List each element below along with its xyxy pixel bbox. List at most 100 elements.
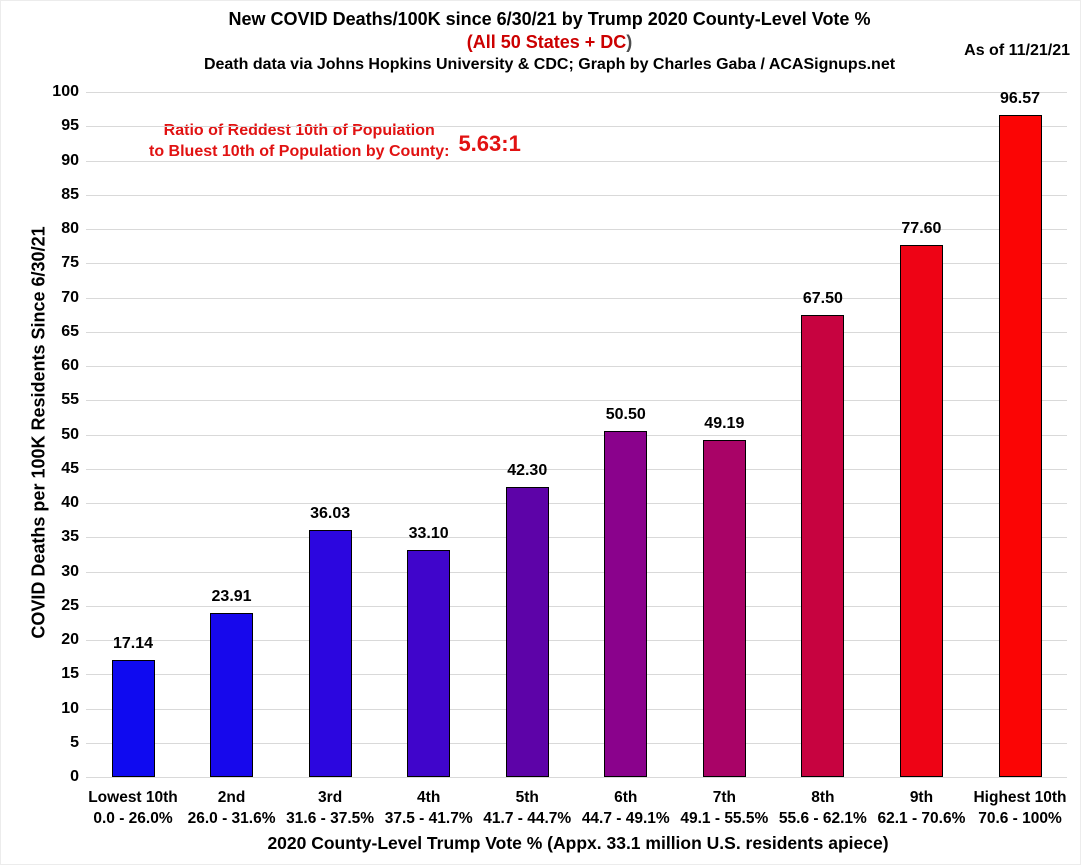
bar-8 — [801, 314, 845, 777]
gridline-y-35 — [86, 537, 1067, 539]
bar-2 — [210, 613, 254, 777]
bar-6 — [604, 431, 648, 777]
ratio-annotation-line2: to Bluest 10th of Population by County: — [149, 143, 450, 160]
gridline-y-50 — [86, 434, 1067, 436]
x-category-range: 62.1 - 70.6% — [877, 810, 966, 827]
x-category-name: 8th — [811, 789, 835, 806]
ratio-value: 5.63:1 — [458, 131, 521, 156]
y-tick-label-15: 15 — [61, 665, 79, 683]
chart-title: New COVID Deaths/100K since 6/30/21 by T… — [228, 9, 871, 29]
gridline-y-75 — [86, 263, 1067, 265]
gridline-y-15 — [86, 674, 1067, 676]
bar-value-label: 23.91 — [211, 588, 252, 606]
y-tick-label-20: 20 — [61, 631, 79, 648]
x-category-label: 7th 49.1 - 55.5% — [654, 787, 794, 829]
x-category-range: 26.0 - 31.6% — [187, 810, 276, 827]
y-tick-label-50: 50 — [61, 425, 79, 443]
bar-10 — [998, 115, 1042, 777]
gridline-y-85 — [86, 194, 1067, 196]
y-tick-label-85: 85 — [61, 185, 79, 203]
x-category-range: 37.5 - 41.7% — [384, 810, 473, 827]
gridline-y-0 — [86, 777, 1067, 778]
x-category-range: 44.7 - 49.1% — [581, 810, 670, 827]
x-category-label: 5th 41.7 - 44.7% — [457, 787, 597, 829]
chart-subtitle: (All 50 States + DC) — [19, 31, 1080, 54]
x-category-label: Lowest 10th 0.0 - 26.0% — [63, 787, 203, 829]
gridline-y-40 — [86, 503, 1067, 504]
bar-value-label: 77.60 — [901, 220, 942, 238]
gridline-y-80 — [86, 229, 1067, 230]
y-tick-label-90: 90 — [61, 151, 79, 169]
bar-value-label: 49.19 — [704, 415, 745, 433]
bar-7 — [702, 440, 746, 777]
bar-3 — [308, 530, 352, 777]
y-tick-label-55: 55 — [61, 391, 79, 409]
y-tick-label-60: 60 — [61, 357, 79, 374]
y-tick-label-10: 10 — [61, 699, 79, 717]
x-category-range: 70.6 - 100% — [978, 810, 1062, 827]
x-category-label: 6th 44.7 - 49.1% — [556, 787, 696, 829]
bar-4 — [407, 550, 451, 777]
x-category-name: 5th — [515, 789, 539, 806]
x-category-name: 9th — [909, 789, 934, 806]
x-category-range: 49.1 - 55.5% — [680, 810, 769, 827]
x-category-label: 4th 37.5 - 41.7% — [359, 787, 499, 829]
bar-value-label: 42.30 — [507, 462, 548, 480]
x-category-range: 0.0 - 26.0% — [93, 810, 173, 827]
x-category-name: 4th — [417, 789, 441, 806]
x-category-name: 7th — [712, 789, 736, 806]
x-category-name: Lowest 10th — [88, 789, 178, 806]
y-tick-label-65: 65 — [61, 322, 79, 340]
gridline-y-55 — [86, 400, 1067, 402]
bar-value-label: 96.57 — [999, 90, 1041, 108]
bar-value-label: 17.14 — [112, 634, 154, 652]
x-category-name: 6th — [614, 789, 638, 806]
y-tick-label-75: 75 — [61, 254, 79, 272]
x-category-label: 3rd 31.6 - 37.5% — [260, 787, 400, 829]
x-category-label: 9th 62.1 - 70.6% — [851, 787, 991, 829]
x-category-name: 3rd — [318, 789, 343, 806]
y-tick-label-40: 40 — [61, 494, 79, 511]
x-category-name: Highest 10th — [973, 789, 1067, 806]
chart-credit: Death data via Johns Hopkins University … — [203, 56, 896, 73]
x-category-label: 2nd 26.0 - 31.6% — [162, 787, 302, 829]
y-tick-label-95: 95 — [61, 117, 79, 135]
x-category-label: Highest 10th 70.6 - 100% — [950, 787, 1080, 829]
gridline-y-100 — [86, 92, 1067, 93]
y-tick-label-30: 30 — [61, 562, 79, 580]
chart-subtitle-paren: ) — [626, 32, 633, 52]
gridline-y-70 — [86, 297, 1067, 299]
bar-9 — [899, 245, 943, 777]
bar-value-label: 36.03 — [310, 505, 351, 523]
bar-value-label: 33.10 — [408, 525, 449, 543]
gridline-y-45 — [86, 468, 1067, 470]
ratio-annotation-line1: Ratio of Reddest 10th of Population — [163, 122, 435, 139]
gridline-y-90 — [86, 160, 1067, 162]
bar-value-label: 67.50 — [802, 289, 843, 307]
chart-subtitle-text: (All 50 States + DC — [466, 32, 627, 52]
bar-1 — [111, 659, 155, 777]
x-category-label: 8th 55.6 - 62.1% — [753, 787, 893, 829]
gridline-y-10 — [86, 708, 1067, 710]
chart-header: New COVID Deaths/100K since 6/30/21 by T… — [1, 8, 1080, 76]
gridline-y-25 — [86, 605, 1067, 607]
x-category-range: 31.6 - 37.5% — [286, 810, 375, 827]
gridline-y-65 — [86, 331, 1067, 333]
y-tick-label-0: 0 — [70, 768, 79, 785]
as-of-date: As of 11/21/21 — [964, 42, 1070, 59]
y-tick-label-100: 100 — [52, 83, 79, 100]
y-tick-label-80: 80 — [61, 220, 79, 237]
gridline-y-5 — [86, 742, 1067, 744]
gridline-y-95 — [86, 126, 1067, 128]
x-category-range: 41.7 - 44.7% — [483, 810, 572, 827]
gridline-y-30 — [86, 571, 1067, 573]
y-tick-label-25: 25 — [61, 596, 79, 614]
gridline-y-20 — [86, 640, 1067, 641]
y-tick-label-5: 5 — [70, 733, 79, 751]
bar-value-label: 50.50 — [605, 406, 646, 424]
y-tick-label-35: 35 — [61, 528, 79, 546]
x-category-name: 2nd — [217, 789, 246, 806]
y-tick-label-45: 45 — [61, 459, 79, 477]
gridline-y-60 — [86, 366, 1067, 367]
